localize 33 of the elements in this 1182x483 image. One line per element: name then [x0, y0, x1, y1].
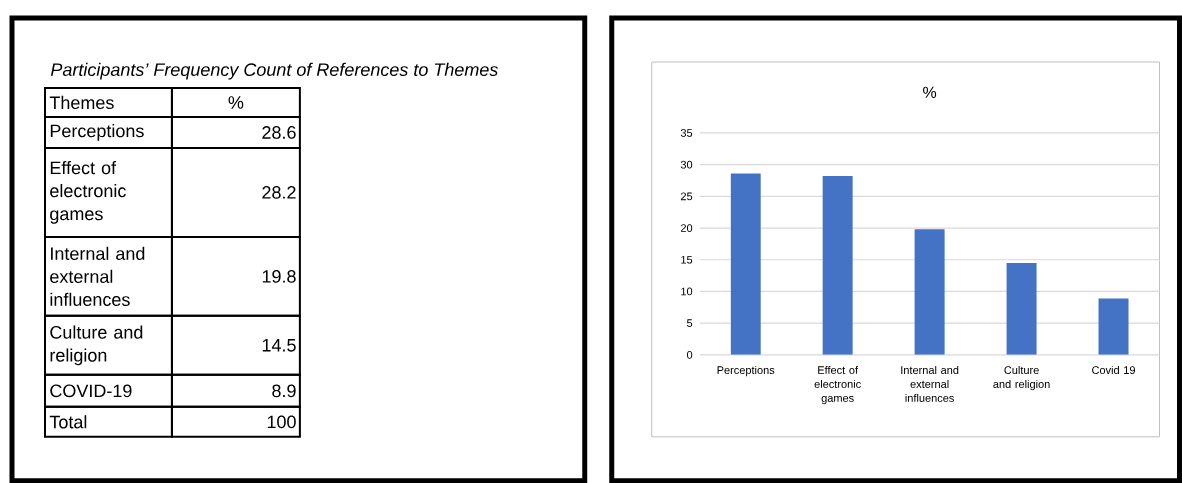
x-tick-label: Covid 19 [1092, 365, 1136, 374]
text: 14.5 [262, 338, 296, 352]
text: Themes [49, 95, 114, 109]
y-tick-label: 5 [686, 319, 693, 327]
text: Internal and external influences [50, 246, 145, 306]
text: 28.2 [262, 185, 296, 199]
bar [1098, 298, 1129, 355]
y-tick-label: 0 [686, 350, 693, 359]
text: Total [49, 415, 87, 429]
bar [730, 173, 761, 355]
y-tick-label: 10 [681, 287, 693, 296]
bar [822, 175, 853, 355]
text: Participants’ Frequency Count of References to Themes [50, 62, 498, 80]
chart-title: % [923, 86, 937, 98]
text: 19.8 [262, 269, 296, 283]
text: 8.9 [272, 384, 296, 398]
y-tick-label: 25 [680, 192, 693, 201]
y-tick-label: 20 [680, 224, 693, 232]
y-tick-label: 35 [680, 128, 693, 137]
text: 28.6 [262, 125, 296, 139]
y-tick-label: 15 [681, 255, 693, 264]
x-tick-label: Perceptions [717, 365, 775, 377]
x-tick-label: Culture and religion [993, 365, 1050, 391]
text: % [228, 96, 244, 109]
text: COVID-19 [50, 384, 132, 398]
text: Effect of electronic games [50, 160, 126, 224]
x-tick-label: Effect of electronic games [814, 365, 861, 405]
text: 100 [267, 415, 296, 429]
bar [914, 229, 945, 355]
y-tick-label: 30 [680, 160, 693, 169]
bar [1006, 262, 1037, 355]
x-tick-label: Internal and external influences [901, 365, 959, 402]
text: Perceptions [50, 123, 144, 141]
